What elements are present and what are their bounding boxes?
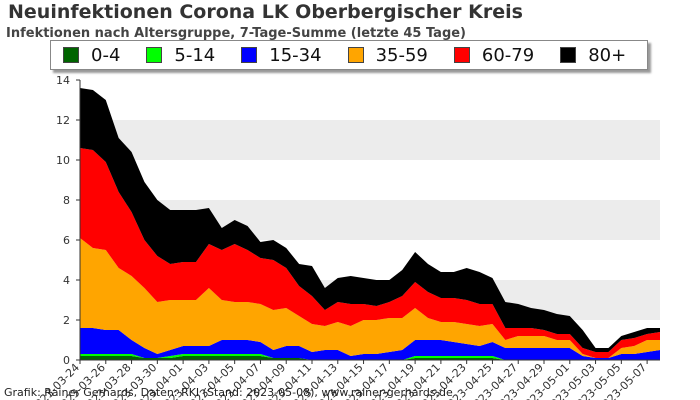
legend-swatch: [453, 47, 470, 63]
y-tick-label: 2: [63, 314, 70, 327]
series-area-80+: [80, 88, 660, 352]
y-tick-label: 6: [63, 234, 70, 247]
legend-label: 80+: [588, 44, 627, 66]
y-tick-label: 8: [63, 194, 70, 207]
legend-item: 5-14: [146, 45, 215, 66]
legend-label: 60-79: [481, 44, 535, 66]
legend-label: 0-4: [91, 44, 121, 66]
legend-label: 35-59: [375, 44, 428, 66]
legend-item: 0-4: [63, 45, 120, 66]
y-tick-label: 0: [63, 354, 70, 367]
y-tick-label: 12: [56, 114, 70, 127]
grid-band: [80, 80, 660, 120]
legend-swatch: [146, 47, 163, 63]
legend-label: 5-14: [174, 44, 216, 66]
legend-item: 15-34: [241, 44, 322, 66]
y-tick-label: 10: [56, 154, 70, 167]
chart-title: Neuinfektionen Corona LK Oberbergischer …: [8, 1, 523, 23]
y-tick-label: 4: [63, 274, 70, 287]
series-area-35-59: [80, 238, 660, 358]
chart-credit: Grafik: Rainer Gerhards, Daten: RKI (Sta…: [4, 386, 453, 399]
chart-legend: 0-4 5-14 15-34 35-59 60-79 80+: [50, 40, 648, 70]
series-area-5-14: [80, 354, 660, 360]
legend-item: 35-59: [347, 44, 428, 66]
grid-band: [80, 120, 660, 160]
series-area-60-79: [80, 148, 660, 358]
legend-swatch: [63, 47, 79, 63]
legend-item: 80+: [560, 45, 626, 66]
legend-item: 60-79: [453, 44, 535, 66]
series-area-0-4: [80, 356, 660, 360]
legend-swatch: [241, 47, 258, 63]
legend-label: 15-34: [269, 44, 322, 66]
y-tick-label: 14: [56, 74, 70, 87]
chart-subtitle: Infektionen nach Altersgruppe, 7-Tage-Su…: [6, 26, 467, 41]
series-area-15-34: [80, 328, 660, 360]
grid-band: [80, 160, 660, 200]
legend-swatch: [347, 47, 364, 63]
legend-swatch: [560, 47, 577, 63]
